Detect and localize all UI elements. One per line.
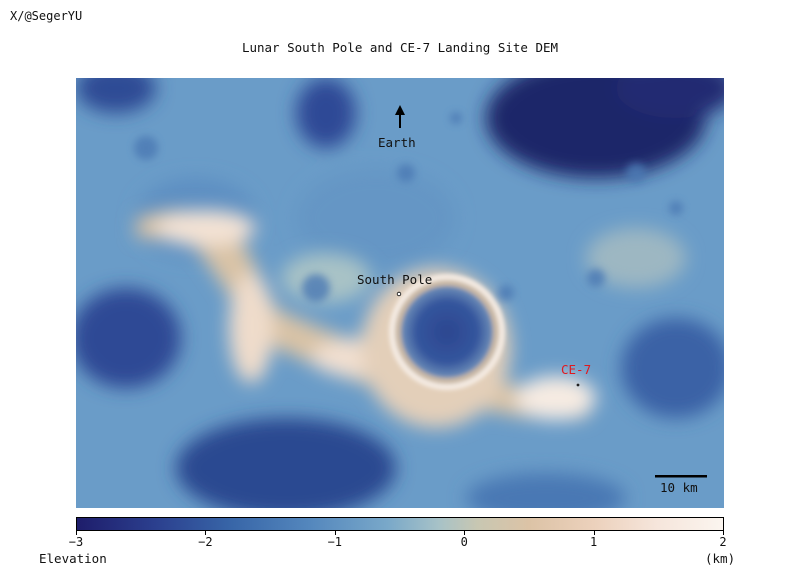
elevation-map	[76, 78, 724, 508]
scale-bar-label: 10 km	[660, 480, 698, 495]
scale-bar	[655, 475, 707, 478]
colorbar-tick	[334, 530, 336, 535]
colorbar-tick	[205, 530, 207, 535]
ce7-label: CE-7	[561, 362, 592, 377]
colorbar-tick-label: −3	[68, 535, 84, 549]
colorbar-tick	[593, 530, 595, 535]
south-pole-marker	[396, 291, 402, 297]
north-arrow-icon	[395, 105, 405, 128]
credit-handle: X/@SegerYU	[10, 9, 83, 23]
colorbar-tick-label: −2	[198, 535, 213, 549]
colorbar-tick-label: −1	[327, 535, 343, 549]
south-pole-label: South Pole	[357, 272, 433, 287]
colorbar-unit: (km)	[705, 551, 736, 566]
colorbar-tick	[464, 530, 466, 535]
colorbar-tick-label: 1	[589, 535, 598, 549]
south-pole-crater	[389, 274, 505, 390]
colorbar-tick-label: 0	[460, 535, 468, 549]
colorbar-tick-label: 2	[719, 535, 727, 549]
map-title: Lunar South Pole and CE-7 Landing Site D…	[241, 40, 559, 55]
ce7-marker	[576, 383, 580, 387]
small-craters	[134, 112, 683, 302]
colorbar-tick	[76, 530, 77, 535]
colorbar-tick	[723, 530, 724, 535]
colorbar-label: Elevation	[39, 551, 107, 566]
earth-label: Earth	[378, 135, 416, 150]
elevation-colorbar	[76, 517, 724, 531]
